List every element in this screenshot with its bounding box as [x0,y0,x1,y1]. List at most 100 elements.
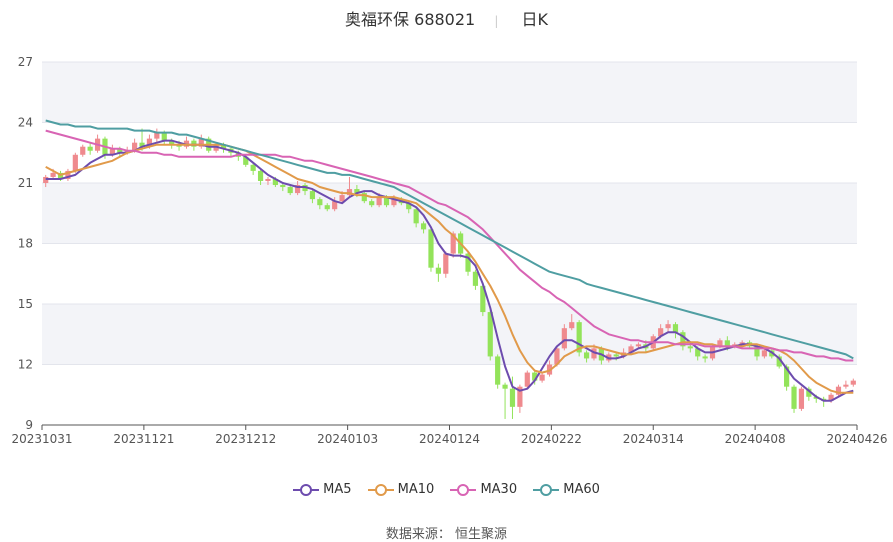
candle-body [517,386,523,407]
candle-body [776,356,782,367]
legend-item-ma5[interactable]: MA5 [293,482,352,497]
candle-body [784,366,790,387]
candle-body [369,201,375,206]
period-label: 日K [521,10,548,29]
x-tick-label: 20240408 [725,432,786,446]
y-tick-label: 21 [18,176,33,190]
legend-marker-ma60 [533,483,560,496]
candle-body [198,138,204,147]
candle-body [717,340,723,347]
legend-label-ma5: MA5 [323,482,352,497]
candle-body [561,328,567,349]
candle-body [658,328,664,337]
y-tick-label: 27 [18,55,33,69]
candle-body [280,185,286,188]
candle-body [665,324,671,329]
x-tick-label: 20240314 [623,432,684,446]
candle-body [220,144,227,149]
y-tick-label: 12 [18,358,33,372]
candle-body [50,172,56,177]
x-tick-label: 20231121 [113,432,174,446]
chart-legend: MA5 MA10 MA30 MA60 [0,482,893,501]
candle-body [554,348,560,365]
candle-body [576,322,582,353]
candle-body [383,197,390,206]
line-ma30 [45,129,854,362]
x-tick-label: 20240222 [521,432,582,446]
x-tick-label: 20231031 [11,432,72,446]
legend-item-ma10[interactable]: MA10 [367,482,434,497]
candle-body [428,229,434,268]
candle-body [450,233,456,254]
title-separator: | [494,14,499,28]
candle-body [413,209,419,224]
candle-body [828,394,834,401]
candle-body [569,322,575,329]
candle-body [287,187,293,194]
candle-body [672,324,679,333]
candle-body [132,142,138,151]
x-tick-label: 20240124 [419,432,480,446]
candle-body [628,346,634,353]
candle-body [502,384,508,389]
candle-body [250,164,256,171]
candle-body [57,172,64,179]
candle-body [724,340,730,347]
y-tick-label: 24 [18,116,33,130]
candle-body [443,253,449,274]
candle-body [465,253,471,272]
candle-body [524,372,530,387]
legend-marker-ma10 [367,483,394,496]
candle-body [339,195,345,202]
candle-body [495,356,501,385]
candle-body [539,374,545,381]
candle-body [843,384,849,387]
plot-band [42,183,857,244]
plot-band [42,304,857,365]
candle-body [72,154,78,171]
stock-code: 688021 [414,10,476,29]
candle-body [613,354,619,357]
candle-body [346,189,353,196]
candle-body [124,150,130,153]
chart-title: 奥福环保 688021 | 日K [0,6,893,30]
stock-name: 奥福环保 [345,10,410,29]
candle-body [65,170,71,179]
legend-marker-ma5 [293,483,320,496]
candle-body [754,346,760,357]
candle-body [850,380,856,385]
line-ma5 [45,139,854,402]
legend-item-ma60[interactable]: MA60 [533,482,600,497]
data-source: 数据来源： 恒生聚源 [385,527,508,542]
candle-body [376,197,382,206]
candle-body [761,350,767,357]
candle-body [80,146,86,155]
legend-marker-ma30 [450,483,477,496]
candle-body [391,199,397,206]
candle-body [806,388,812,397]
candle-body [243,156,249,165]
legend-label-ma30: MA30 [480,482,518,497]
candle-body [87,146,93,151]
candle-body [480,285,486,313]
candle-body [324,205,330,210]
x-tick-label: 20240103 [317,432,378,446]
y-tick-label: 15 [18,297,33,311]
candle-body [161,132,167,141]
candle-body [680,332,686,347]
legend-item-ma30[interactable]: MA30 [450,482,517,497]
candle-body [169,140,175,145]
candle-body [309,191,316,200]
plot-band [42,62,857,123]
candle-body [509,388,516,407]
candle-body [109,148,115,155]
candle-body [317,199,323,206]
y-tick-label: 18 [18,237,33,251]
candle-body [154,132,160,139]
candle-body [687,346,693,349]
candlestick-chart: 9 12 15 18 21 24 27 20231031 20231121 20231212 202… [11,55,887,446]
candle-body [295,185,301,194]
x-tick-label: 20240426 [826,432,887,446]
x-tick-label: 20231212 [215,432,276,446]
candle-body [117,148,123,153]
